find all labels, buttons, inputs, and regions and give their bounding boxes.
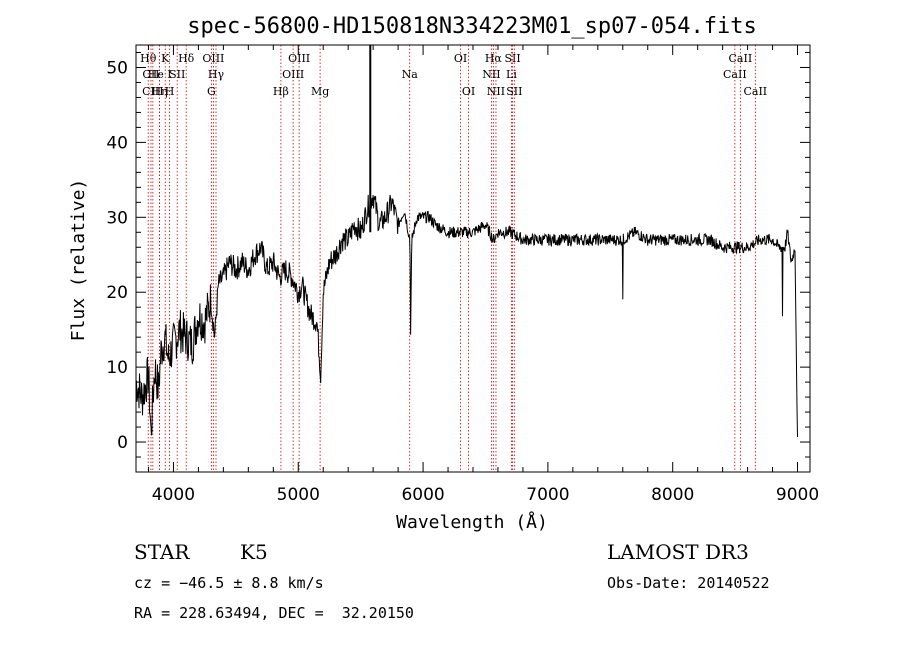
spectral-line-label: Li [506, 68, 517, 81]
spectral-line-label: OI [454, 52, 467, 65]
object-class: STAR [134, 540, 190, 564]
spectral-line-label: Hβ [273, 85, 289, 98]
spectral-line-label: Hθ [140, 52, 157, 65]
spectral-line-label: OIII [202, 52, 224, 65]
object-subclass: K5 [240, 540, 268, 564]
spectral-line-label: OIII [282, 68, 304, 81]
spectral-line-label: Hα [485, 52, 503, 65]
y-tick-label: 30 [106, 208, 128, 228]
observation-date: Obs-Date: 20140522 [607, 574, 770, 592]
spectral-line-label: SII [504, 52, 520, 65]
x-tick-label: 4000 [152, 485, 195, 505]
spectral-line-label: CIII [142, 85, 163, 98]
x-tick-label: 6000 [401, 485, 444, 505]
y-tick-label: 40 [106, 133, 128, 153]
spectral-line-label: Hγ [208, 68, 225, 81]
sky-coordinates: RA = 228.63494, DEC = 32.20150 [134, 604, 414, 622]
spectral-line-label: K [161, 52, 170, 65]
spectral-line-label: SII [506, 85, 522, 98]
spectral-line-label: OI [462, 85, 475, 98]
redshift-velocity: cz = −46.5 ± 8.8 km/s [134, 574, 324, 592]
spectral-line-label: He I [148, 68, 172, 81]
y-tick-label: 0 [117, 433, 128, 453]
chart-title: spec-56800-HD150818N334223M01_sp07-054.f… [187, 14, 757, 39]
spectrum-series [135, 45, 798, 438]
spectral-line-label: NII [482, 68, 500, 81]
survey-name: LAMOST DR3 [607, 540, 749, 564]
x-tick-label: 5000 [277, 485, 320, 505]
spectral-line-label: Hδ [178, 52, 195, 65]
y-tick-label: 50 [106, 58, 128, 78]
y-axis-label: Flux (relative) [68, 179, 89, 342]
x-tick-label: 7000 [526, 485, 569, 505]
x-tick-label: 8000 [651, 485, 694, 505]
spectral-line-label: OIII [288, 52, 310, 65]
axis-ticks: 4000 5000 6000 7000 8000 9000 0 10 20 30 40 50 [106, 45, 819, 505]
spectral-line-label: CaII [743, 85, 767, 98]
spectral-line-label: CaII [729, 52, 753, 65]
spectral-line-label: NII [487, 85, 505, 98]
spectral-line-label: H [165, 85, 175, 98]
spectrum-line [135, 194, 798, 438]
x-axis-label: Wavelength (Å) [396, 511, 548, 533]
y-tick-label: 10 [106, 358, 128, 378]
spectral-line-label: G [207, 85, 216, 98]
plot-frame [135, 44, 811, 473]
spectral-line-label: SII [169, 68, 185, 81]
x-tick-label: 9000 [776, 485, 819, 505]
spectral-line-label: Mg [311, 85, 329, 98]
spectral-line-label: Na [402, 68, 419, 81]
spectral-line-label: CII [142, 68, 159, 81]
y-tick-label: 20 [106, 283, 128, 303]
spectral-line-label: CaII [723, 68, 747, 81]
